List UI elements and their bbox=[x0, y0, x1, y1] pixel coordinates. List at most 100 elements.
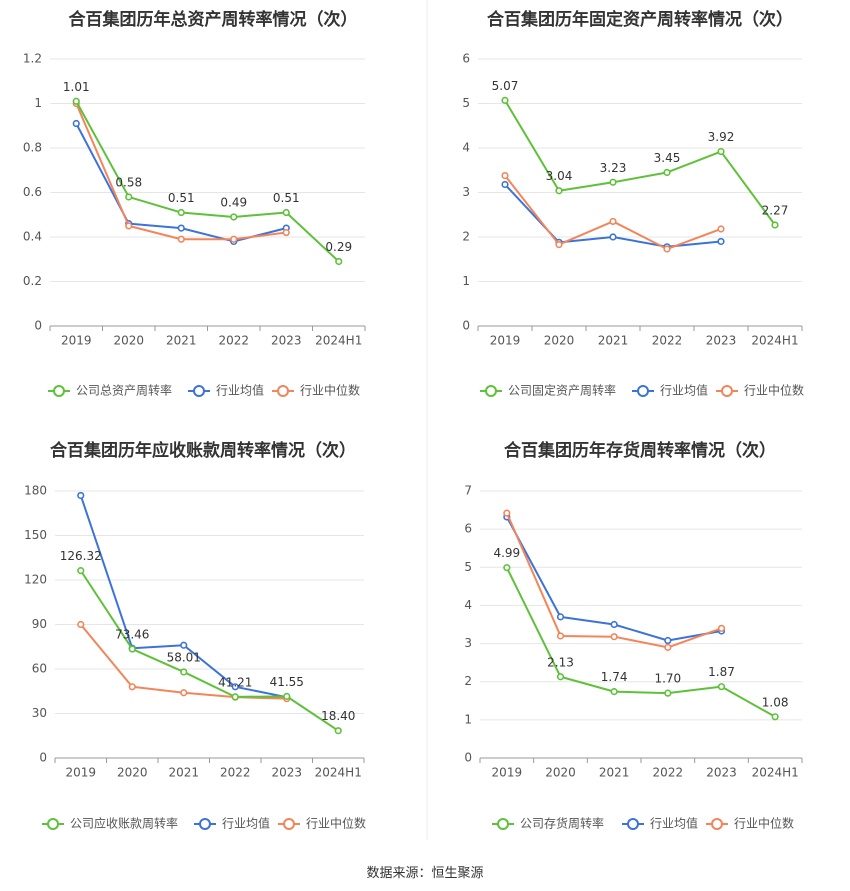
legend-label: 行业中位数 bbox=[300, 383, 360, 398]
x-tick-label: 2023 bbox=[271, 766, 302, 780]
legend-swatch-marker bbox=[637, 385, 649, 397]
y-tick-label: 120 bbox=[24, 573, 47, 587]
data-point-avg bbox=[501, 180, 509, 189]
y-tick-label: 7 bbox=[464, 484, 472, 498]
data-label: 18.40 bbox=[321, 709, 355, 723]
data-point-avg bbox=[177, 224, 185, 232]
data-label: 1.74 bbox=[601, 670, 628, 684]
x-tick-label: 2022 bbox=[652, 334, 683, 348]
y-tick-label: 1.2 bbox=[23, 52, 42, 66]
y-tick-label: 6 bbox=[464, 522, 472, 536]
legend-swatch-marker bbox=[277, 385, 289, 397]
data-point-median bbox=[177, 235, 185, 243]
data-point-avg bbox=[556, 613, 565, 621]
y-tick-label: 0.6 bbox=[23, 185, 42, 199]
legend-item-median: 行业中位数 bbox=[272, 383, 360, 398]
legend-swatch-marker bbox=[711, 818, 723, 830]
data-point-avg bbox=[77, 491, 85, 500]
data-point-company bbox=[555, 187, 563, 195]
legend-swatch-marker bbox=[53, 385, 65, 397]
series-line-avg bbox=[75, 123, 287, 243]
x-tick-label: 2019 bbox=[61, 334, 92, 348]
y-tick-label: 4 bbox=[464, 598, 472, 612]
data-point-company bbox=[282, 208, 290, 217]
data-point-company bbox=[230, 213, 238, 221]
data-label: 3.92 bbox=[708, 130, 735, 144]
data-label: 1.70 bbox=[654, 672, 681, 686]
y-tick-label: 0 bbox=[39, 751, 47, 765]
data-point-median bbox=[610, 633, 618, 641]
chart-2: 合百集团历年固定资产周转率情况（次） 0 1 2 3 4 5 6 2019 2020 2021 202… bbox=[462, 9, 804, 398]
data-point-median bbox=[77, 620, 85, 629]
y-tick-label: 60 bbox=[32, 662, 47, 676]
x-tick-label: 2020 bbox=[544, 334, 575, 348]
series-line-company bbox=[505, 567, 776, 718]
y-tick-label: 5 bbox=[464, 560, 472, 574]
data-label: 73.46 bbox=[115, 628, 149, 642]
data-point-company bbox=[335, 257, 343, 266]
chart-3: 合百集团历年应收账款周转率情况（次） 0 30 60 90 120 150 180 2019 20… bbox=[24, 440, 366, 831]
x-tick-label: 2022 bbox=[220, 766, 251, 780]
x-tick-label: 2022 bbox=[218, 334, 249, 348]
y-tick-label: 6 bbox=[462, 52, 470, 66]
legend-label: 行业中位数 bbox=[306, 816, 366, 831]
legend-label: 行业均值 bbox=[650, 816, 698, 831]
y-tick-label: 2 bbox=[464, 674, 472, 688]
x-tick-label: 2023 bbox=[706, 334, 737, 348]
legend-swatch-marker bbox=[193, 385, 205, 397]
y-tick-label: 0 bbox=[34, 319, 42, 333]
data-point-median bbox=[128, 683, 136, 691]
x-tick-label: 2020 bbox=[113, 334, 144, 348]
y-tick-label: 0.4 bbox=[23, 230, 42, 244]
data-point-median bbox=[609, 217, 617, 226]
data-label: 3.23 bbox=[600, 161, 627, 175]
y-tick-label: 0 bbox=[462, 319, 470, 333]
data-point-median bbox=[503, 509, 511, 517]
legend-label: 行业均值 bbox=[222, 816, 270, 831]
data-point-avg bbox=[72, 119, 80, 128]
legend-swatch-marker bbox=[47, 818, 59, 830]
data-point-avg bbox=[231, 683, 239, 691]
data-label: 41.55 bbox=[270, 675, 304, 689]
data-label: 3.45 bbox=[654, 151, 681, 165]
data-label: 2.27 bbox=[762, 203, 789, 217]
legend-item-avg: 行业均值 bbox=[632, 383, 708, 398]
data-label: 1.87 bbox=[708, 665, 735, 679]
data-point-median bbox=[180, 689, 188, 697]
legend-item-median: 行业中位数 bbox=[706, 816, 794, 831]
legend-swatch-marker bbox=[497, 818, 509, 830]
y-tick-label: 1 bbox=[462, 274, 470, 288]
legend-swatch-marker bbox=[199, 818, 211, 830]
y-tick-label: 1 bbox=[34, 96, 42, 110]
data-label: 126.32 bbox=[60, 549, 102, 563]
data-point-avg bbox=[180, 641, 188, 649]
chart-title: 合百集团历年总资产周转率情况（次） bbox=[69, 9, 358, 30]
data-point-median bbox=[230, 235, 238, 243]
data-label: 3.04 bbox=[546, 169, 573, 183]
legend-swatch-marker bbox=[283, 818, 295, 830]
chart-1: 合百集团历年总资产周转率情况（次） 0 0.2 0.4 0.6 0.8 1 1.2 2019 20… bbox=[23, 9, 366, 398]
chart-title: 合百集团历年固定资产周转率情况（次） bbox=[487, 9, 793, 30]
legend-item-median: 行业中位数 bbox=[716, 383, 804, 398]
data-point-median bbox=[501, 171, 509, 180]
legend-label: 公司应收账款周转率 bbox=[70, 816, 178, 831]
data-point-company bbox=[664, 689, 672, 697]
series-line-avg bbox=[79, 495, 287, 699]
data-point-avg bbox=[717, 237, 725, 246]
x-tick-label: 2020 bbox=[545, 766, 576, 780]
y-tick-label: 90 bbox=[32, 617, 47, 631]
legend-label: 行业中位数 bbox=[744, 383, 804, 398]
data-point-company bbox=[609, 178, 617, 186]
data-point-avg bbox=[609, 233, 617, 241]
y-tick-label: 2 bbox=[462, 230, 470, 244]
data-point-company bbox=[180, 668, 188, 676]
data-point-company bbox=[771, 221, 779, 229]
data-label: 0.51 bbox=[273, 191, 300, 205]
legend-item-avg: 行业均值 bbox=[194, 816, 270, 831]
data-point-avg bbox=[664, 636, 672, 645]
chart-title: 合百集团历年存货周转率情况（次） bbox=[504, 440, 776, 461]
x-tick-label: 2024H1 bbox=[315, 766, 362, 780]
data-point-company bbox=[77, 567, 85, 575]
series-line-median bbox=[75, 103, 287, 241]
legend-label: 行业均值 bbox=[216, 383, 264, 398]
